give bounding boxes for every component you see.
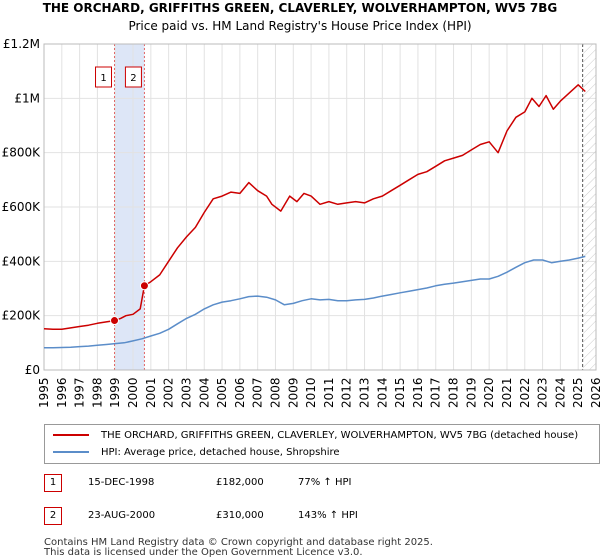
footer-licence: This data is licensed under the Open Gov…	[44, 547, 363, 558]
transaction-date: 23-AUG-2000	[88, 510, 156, 521]
hpi-series-line	[44, 255, 586, 349]
x-tick-label: 2026	[589, 377, 600, 408]
x-tick-label: 2005	[215, 377, 229, 408]
transaction-hpi-change: 77% ↑ HPI	[298, 477, 352, 488]
sale-2-label: 2	[130, 73, 136, 84]
sale-1-label: 1	[100, 73, 106, 84]
x-tick-label: 1999	[108, 377, 122, 408]
legend-item-hpi: HPI: Average price, detached house, Shro…	[53, 445, 340, 461]
sale-1-label-box	[95, 66, 113, 88]
y-tick-label: £0	[25, 363, 40, 377]
x-tick-label: 2017	[429, 377, 443, 408]
sale-2-point	[139, 281, 149, 291]
x-tick-label: 2021	[500, 377, 514, 408]
x-tick-label: 2022	[518, 377, 532, 408]
x-tick-label: 2018	[447, 377, 461, 408]
legend-swatch-hpi	[53, 451, 89, 453]
x-tick-label: 2024	[553, 377, 567, 408]
plot-border	[43, 43, 597, 371]
transaction-hpi-change: 143% ↑ HPI	[298, 510, 358, 521]
forecast-hatch-region	[582, 44, 596, 370]
x-tick-label: 2016	[411, 377, 425, 408]
chart-subtitle: Price paid vs. HM Land Registry's House …	[128, 19, 472, 33]
x-tick-label: 1995	[37, 377, 51, 408]
legend-label-hpi: HPI: Average price, detached house, Shro…	[101, 447, 340, 458]
y-tick-label: £600K	[2, 200, 42, 214]
property-series-line	[43, 84, 586, 331]
x-tick-label: 2012	[340, 377, 354, 408]
chart-legend: THE ORCHARD, GRIFFITHS GREEN, CLAVERLEY,…	[44, 424, 600, 464]
transaction-price: £182,000	[216, 477, 264, 488]
x-tick-label: 2019	[464, 377, 478, 408]
x-tick-label: 2002	[162, 377, 176, 408]
x-tick-label: 2006	[233, 377, 247, 408]
y-tick-label: £400K	[2, 254, 42, 268]
legend-item-property: THE ORCHARD, GRIFFITHS GREEN, CLAVERLEY,…	[53, 428, 578, 444]
x-tick-label: 2013	[358, 377, 372, 408]
x-tick-label: 2000	[126, 377, 140, 408]
legend-label-property: THE ORCHARD, GRIFFITHS GREEN, CLAVERLEY,…	[101, 430, 579, 441]
x-tick-label: 2011	[322, 377, 336, 408]
x-tick-label: 2025	[571, 377, 585, 408]
x-tick-label: 2003	[179, 377, 193, 408]
x-tick-label: 2001	[144, 377, 158, 408]
sale-2-label-box	[124, 66, 142, 88]
price-chart: 1 2 £0 £200K £400K £600K £800K £1M £1.2M 1995 1996…	[2, 37, 600, 408]
transaction-date: 15-DEC-1998	[88, 477, 155, 488]
x-tick-label: 1997	[73, 377, 87, 408]
transaction-price: £310,000	[216, 510, 264, 521]
transaction-number-badge: 2	[44, 507, 62, 525]
y-tick-label: £1.2M	[3, 37, 40, 51]
x-tick-label: 1998	[90, 377, 104, 408]
y-tick-label: £1M	[14, 91, 40, 105]
x-tick-label: 2023	[536, 377, 550, 408]
sale-1-point	[110, 316, 120, 326]
y-tick-label: £800K	[2, 146, 42, 160]
x-tick-label: 2015	[393, 377, 407, 408]
x-tick-label: 2009	[286, 377, 300, 408]
x-tick-label: 2020	[482, 377, 496, 408]
footer-copyright: Contains HM Land Registry data © Crown c…	[44, 537, 433, 548]
x-tick-label: 2010	[304, 377, 318, 408]
x-tick-label: 1996	[55, 377, 69, 408]
x-tick-label: 2008	[268, 377, 282, 408]
x-tick-label: 2014	[375, 377, 389, 408]
chart-title: THE ORCHARD, GRIFFITHS GREEN, CLAVERLEY,…	[42, 1, 558, 15]
x-tick-label: 2004	[197, 377, 211, 408]
legend-swatch-property	[53, 434, 89, 436]
y-tick-label: £200K	[2, 309, 42, 323]
transaction-number-badge: 1	[44, 474, 62, 492]
x-tick-label: 2007	[251, 377, 265, 408]
